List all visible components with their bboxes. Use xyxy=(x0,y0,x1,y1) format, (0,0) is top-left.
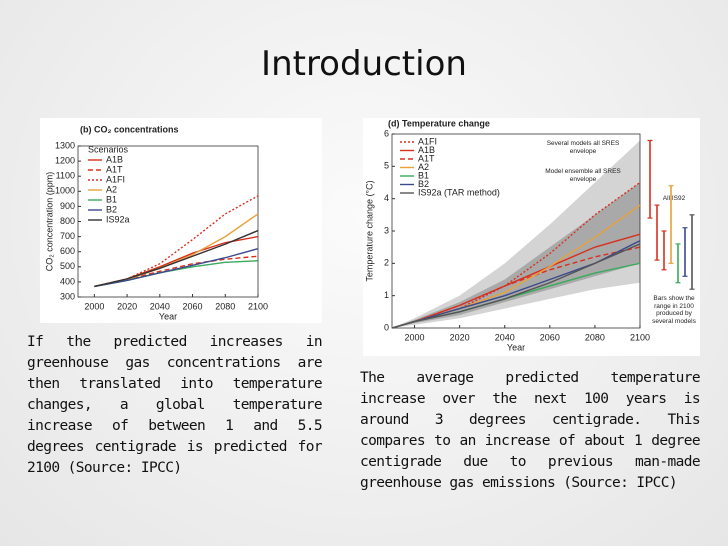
annotation-text: Several models all SRES envelope xyxy=(546,140,620,155)
chart-bg xyxy=(40,118,322,323)
right-text: The average predicted temperature increa… xyxy=(360,370,701,491)
y-axis-label: CO₂ concentration (ppm) xyxy=(44,172,54,272)
y-tick-label: 3 xyxy=(384,225,389,235)
annotation: Model ensemble all SRES envelope xyxy=(545,168,621,183)
x-tick-label: 2100 xyxy=(630,332,650,342)
x-tick-label: 2080 xyxy=(215,301,235,311)
x-tick-label: 2060 xyxy=(540,332,560,342)
legend-label: A1FI xyxy=(106,174,125,184)
y-tick-label: 1000 xyxy=(55,186,75,196)
y-tick-label: 400 xyxy=(60,276,75,286)
annotation-text: Model ensemble all SRES envelope xyxy=(545,168,621,183)
legend-label: IS92a (TAR method) xyxy=(418,187,500,197)
envelope xyxy=(392,182,640,328)
series-line xyxy=(391,246,641,329)
x-tick-label: 2000 xyxy=(405,332,425,342)
legend-label: A2 xyxy=(418,162,429,172)
y-tick-label: 4 xyxy=(384,193,389,203)
legend-label: A1FI xyxy=(418,136,437,146)
legend-label: A1T xyxy=(418,153,435,163)
y-tick-label: 300 xyxy=(60,291,75,301)
x-axis-label: Year xyxy=(507,342,525,352)
legend-label: A1B xyxy=(418,145,435,155)
x-tick-label: 2100 xyxy=(248,301,268,311)
y-tick-label: 700 xyxy=(60,231,75,241)
legend-label: A1T xyxy=(106,164,123,174)
y-tick-label: 6 xyxy=(384,128,389,138)
legend-label: A2 xyxy=(106,184,117,194)
x-tick-label: 2040 xyxy=(150,301,170,311)
legend-title: Scenarios xyxy=(88,144,129,154)
annotation: All IS92 xyxy=(662,195,686,202)
series-line xyxy=(94,248,259,288)
x-tick-label: 2020 xyxy=(117,301,137,311)
y-tick-label: 600 xyxy=(60,246,75,256)
y-tick-label: 500 xyxy=(60,261,75,271)
y-tick-label: 1100 xyxy=(56,171,75,181)
slide-title: Introduction xyxy=(261,44,467,84)
annotation-text: All IS92 xyxy=(662,195,686,202)
x-tick-label: 2060 xyxy=(183,301,203,311)
y-tick-label: 5 xyxy=(384,161,389,171)
y-tick-label: 800 xyxy=(60,216,75,226)
legend-label: B2 xyxy=(106,204,117,214)
x-tick-label: 2020 xyxy=(450,332,470,342)
y-tick-label: 900 xyxy=(60,201,75,211)
legend-label: B1 xyxy=(106,194,117,204)
legend-label: B1 xyxy=(418,170,429,180)
y-tick-label: 1 xyxy=(384,290,389,300)
x-tick-label: 2000 xyxy=(84,301,104,311)
x-axis-label: Year xyxy=(159,311,177,321)
series-line xyxy=(94,195,259,288)
series-line xyxy=(94,229,259,288)
annotation: Bars show the range in 2100 produced by … xyxy=(652,295,696,325)
chart-title: (b) CO₂ concentrations xyxy=(80,124,179,134)
annotation: Several models all SRES envelope xyxy=(546,140,620,155)
x-tick-label: 2080 xyxy=(585,332,605,342)
legend-label: IS92a xyxy=(106,214,130,224)
annotation-text: Bars show the range in 2100 produced by … xyxy=(652,295,696,325)
y-axis-label: Temperature change (°C) xyxy=(364,180,374,281)
legend-label: B2 xyxy=(418,179,429,189)
left-text: If the predicted increases in greenhouse… xyxy=(27,334,323,476)
x-tick-label: 2040 xyxy=(495,332,515,342)
legend-label: A1B xyxy=(106,154,123,164)
series-line xyxy=(391,243,641,329)
y-tick-label: 0 xyxy=(384,322,389,332)
y-tick-label: 2 xyxy=(384,258,389,268)
chart-title: (d) Temperature change xyxy=(388,118,490,128)
y-tick-label: 1300 xyxy=(55,140,75,150)
y-tick-label: 1200 xyxy=(55,155,75,165)
